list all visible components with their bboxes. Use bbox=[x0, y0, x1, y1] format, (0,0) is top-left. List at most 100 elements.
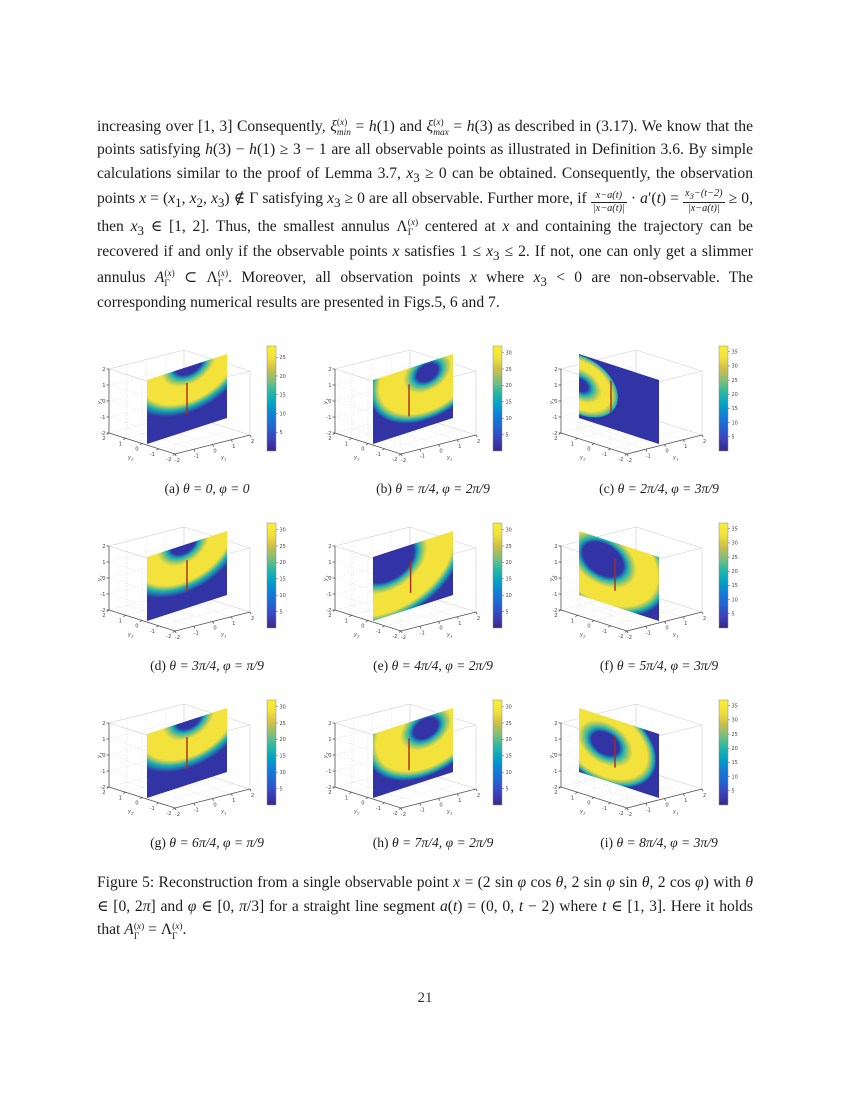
svg-text:25: 25 bbox=[280, 355, 286, 361]
svg-text:1: 1 bbox=[328, 383, 331, 389]
svg-text:10: 10 bbox=[506, 770, 512, 776]
svg-text:1: 1 bbox=[345, 796, 348, 802]
svg-text:1: 1 bbox=[345, 619, 348, 625]
svg-text:0: 0 bbox=[102, 753, 105, 759]
svg-text:y3: y3 bbox=[549, 575, 556, 582]
body-paragraph: increasing over [1, 3] Consequently, ξ (x… bbox=[97, 117, 754, 312]
svg-text:2: 2 bbox=[554, 613, 557, 619]
svg-text:1: 1 bbox=[119, 442, 122, 448]
svg-text:10: 10 bbox=[732, 421, 738, 427]
svg-text:1: 1 bbox=[571, 796, 574, 802]
svg-text:2: 2 bbox=[477, 616, 480, 622]
svg-text:y3: y3 bbox=[323, 398, 330, 405]
svg-text:10: 10 bbox=[280, 770, 286, 776]
svg-text:2: 2 bbox=[554, 544, 557, 550]
subplot-caption-d: (d) θ = 3π/4, φ = π/9 bbox=[150, 658, 264, 674]
svg-text:-1: -1 bbox=[602, 452, 607, 458]
svg-text:y1: y1 bbox=[672, 632, 679, 639]
svg-text:5: 5 bbox=[506, 610, 509, 616]
svg-text:1: 1 bbox=[102, 560, 105, 566]
svg-text:-2: -2 bbox=[401, 458, 406, 464]
svg-text:5: 5 bbox=[732, 435, 735, 441]
svg-text:-1: -1 bbox=[552, 592, 557, 598]
svg-text:10: 10 bbox=[732, 775, 738, 781]
svg-text:0: 0 bbox=[328, 753, 331, 759]
svg-text:1: 1 bbox=[328, 737, 331, 743]
figure-grid: 2 1 0 -1 -2 2 1 0 -1 -2 -2 -1 0 1 2 y2 y1 y3 5 10 15 20 25 (a… bbox=[97, 336, 769, 851]
svg-text:-2: -2 bbox=[326, 431, 331, 437]
svg-text:1: 1 bbox=[328, 560, 331, 566]
page-number: 21 bbox=[417, 990, 433, 1006]
svg-text:0: 0 bbox=[328, 399, 331, 405]
svg-text:-1: -1 bbox=[194, 454, 199, 460]
svg-text:5: 5 bbox=[506, 787, 509, 793]
svg-text:25: 25 bbox=[732, 378, 738, 384]
colorbar-e: 5 10 15 20 25 30 bbox=[492, 523, 512, 629]
subplot-caption-g: (g) θ = 6π/4, φ = π/9 bbox=[150, 835, 264, 851]
svg-text:0: 0 bbox=[665, 803, 668, 809]
svg-text:2: 2 bbox=[102, 613, 105, 619]
svg-text:-1: -1 bbox=[194, 631, 199, 637]
svg-text:-1: -1 bbox=[150, 629, 155, 635]
svg-text:1: 1 bbox=[554, 560, 557, 566]
svg-text:y3: y3 bbox=[97, 575, 104, 582]
svg-text:0: 0 bbox=[213, 803, 216, 809]
svg-text:1: 1 bbox=[458, 621, 461, 627]
svg-text:-2: -2 bbox=[392, 811, 397, 817]
colorbar-g: 5 10 15 20 25 30 bbox=[266, 700, 286, 806]
svg-text:1: 1 bbox=[554, 737, 557, 743]
svg-text:2: 2 bbox=[477, 793, 480, 799]
svg-text:-2: -2 bbox=[618, 811, 623, 817]
svg-text:0: 0 bbox=[439, 803, 442, 809]
subplot-caption-e: (e) θ = 4π/4, φ = 2π/9 bbox=[373, 658, 493, 674]
slice-plane-d bbox=[147, 531, 227, 622]
svg-text:2: 2 bbox=[102, 721, 105, 727]
svg-text:1: 1 bbox=[345, 442, 348, 448]
svg-text:-2: -2 bbox=[618, 457, 623, 463]
svg-text:y2: y2 bbox=[353, 455, 360, 462]
subplot-c: 2 1 0 -1 -2 2 1 0 -1 -2 -2 -1 0 1 2 y2 y1 y3 5 10 15 20 25 30 3… bbox=[549, 336, 769, 497]
svg-text:5: 5 bbox=[732, 789, 735, 795]
subplot-a: 2 1 0 -1 -2 2 1 0 -1 -2 -2 -1 0 1 2 y2 y1 y3 5 10 15 20 25 (a… bbox=[97, 336, 317, 497]
svg-text:0: 0 bbox=[665, 449, 668, 455]
svg-text:y3: y3 bbox=[549, 398, 556, 405]
subplot-b: 2 1 0 -1 -2 2 1 0 -1 -2 -2 -1 0 1 2 y2 y1 y3 5 10 15 20 25 30 … bbox=[323, 336, 543, 497]
svg-text:-2: -2 bbox=[100, 431, 105, 437]
svg-text:0: 0 bbox=[665, 626, 668, 632]
svg-text:0: 0 bbox=[554, 753, 557, 759]
svg-text:y2: y2 bbox=[579, 455, 586, 462]
svg-text:-1: -1 bbox=[602, 806, 607, 812]
slice-plane-b bbox=[373, 354, 453, 445]
svg-text:-2: -2 bbox=[627, 458, 632, 464]
svg-text:15: 15 bbox=[280, 393, 286, 399]
svg-text:5: 5 bbox=[732, 612, 735, 618]
svg-text:y1: y1 bbox=[672, 809, 679, 816]
svg-text:1: 1 bbox=[684, 444, 687, 450]
svg-text:-1: -1 bbox=[150, 452, 155, 458]
svg-text:30: 30 bbox=[506, 528, 512, 534]
colorbar-b: 5 10 15 20 25 30 bbox=[492, 346, 512, 452]
svg-text:2: 2 bbox=[328, 436, 331, 442]
svg-text:20: 20 bbox=[506, 560, 512, 566]
svg-text:y2: y2 bbox=[579, 632, 586, 639]
svg-text:y2: y2 bbox=[353, 809, 360, 816]
svg-text:-2: -2 bbox=[401, 812, 406, 818]
svg-text:y1: y1 bbox=[446, 455, 453, 462]
colorbar-c: 5 10 15 20 25 30 35 bbox=[718, 346, 738, 452]
slice-plane-f bbox=[579, 531, 659, 622]
svg-text:1: 1 bbox=[684, 798, 687, 804]
svg-text:y3: y3 bbox=[549, 752, 556, 759]
svg-text:0: 0 bbox=[587, 624, 590, 630]
svg-text:2: 2 bbox=[554, 790, 557, 796]
svg-text:5: 5 bbox=[506, 433, 509, 439]
svg-text:30: 30 bbox=[732, 364, 738, 370]
svg-text:2: 2 bbox=[554, 367, 557, 373]
